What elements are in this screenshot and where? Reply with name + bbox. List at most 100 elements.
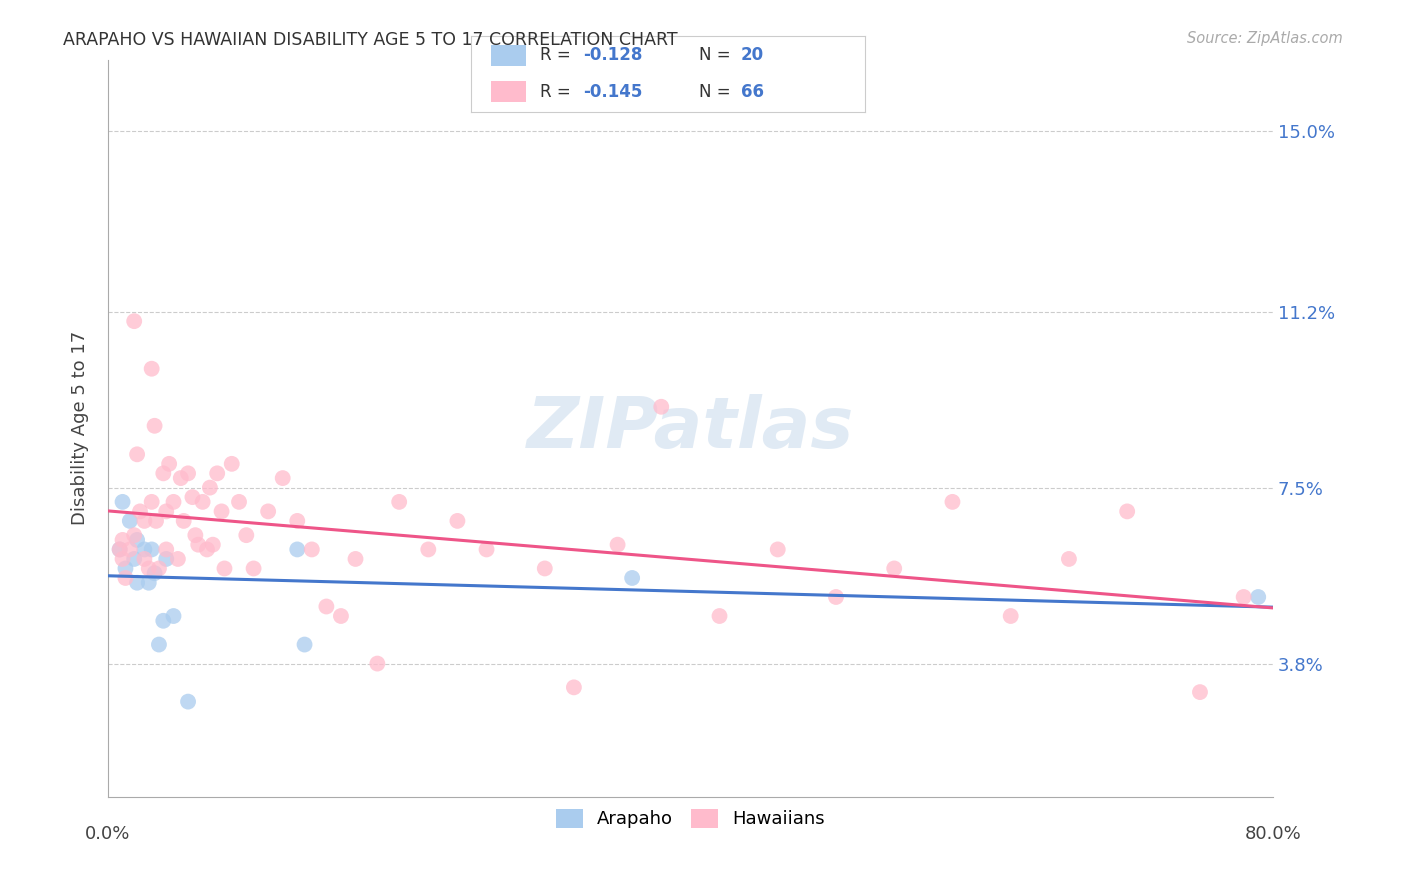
Point [173,514,195,528]
Point [167,552,190,566]
Point [1247,590,1270,604]
Text: Source: ZipAtlas.com: Source: ZipAtlas.com [1187,31,1343,46]
Point [141,542,163,557]
Text: R =: R = [540,83,576,101]
Point [181,490,204,504]
Point [271,471,294,485]
Point [155,542,177,557]
Point [152,467,174,481]
Point [1116,504,1139,518]
Point [114,571,136,585]
Text: 80.0%: 80.0% [1244,825,1301,843]
Point [198,481,221,495]
Text: 66: 66 [741,83,763,101]
Text: 0.0%: 0.0% [86,825,131,843]
Point [111,552,134,566]
Point [141,361,163,376]
Point [134,552,156,566]
Point [177,467,200,481]
Point [111,533,134,547]
Point [127,575,149,590]
Text: -0.145: -0.145 [583,83,643,101]
Point [606,538,628,552]
Point [155,504,177,518]
Text: ARAPAHO VS HAWAIIAN DISABILITY AGE 5 TO 17 CORRELATION CHART: ARAPAHO VS HAWAIIAN DISABILITY AGE 5 TO … [63,31,678,49]
Point [127,533,149,547]
Point [301,542,323,557]
Point [195,542,218,557]
Point [1000,609,1022,624]
Point [129,504,152,518]
Point [825,590,848,604]
Point [118,514,141,528]
Point [134,542,156,557]
Point [366,657,388,671]
Point [228,495,250,509]
Point [148,638,170,652]
Point [242,561,264,575]
Point [475,542,498,557]
Point [118,542,141,557]
Point [941,495,963,509]
Point [562,681,585,695]
Point [155,552,177,566]
Point [177,695,200,709]
Point [111,495,134,509]
Point [446,514,468,528]
Point [157,457,180,471]
Point [108,542,131,557]
Point [201,538,224,552]
Point [143,566,166,581]
Point [418,542,440,557]
Point [388,495,411,509]
Point [191,495,214,509]
FancyBboxPatch shape [491,45,526,66]
Text: -0.128: -0.128 [583,46,643,64]
Point [621,571,644,585]
Point [187,538,209,552]
Point [138,575,160,590]
Point [533,561,555,575]
Point [235,528,257,542]
Y-axis label: Disability Age 5 to 17: Disability Age 5 to 17 [72,331,89,525]
Point [1057,552,1080,566]
Text: 20: 20 [741,46,763,64]
Point [122,528,145,542]
Text: N =: N = [699,83,737,101]
Point [883,561,905,575]
FancyBboxPatch shape [491,81,526,103]
Point [211,504,233,518]
Point [162,609,184,624]
Point [122,552,145,566]
Point [148,561,170,575]
Point [285,514,308,528]
Point [257,504,280,518]
Point [184,528,207,542]
Point [143,418,166,433]
Point [329,609,352,624]
Point [162,495,184,509]
Point [170,471,193,485]
Point [141,495,163,509]
Text: R =: R = [540,46,576,64]
Point [152,614,174,628]
Point [122,314,145,328]
Point [766,542,789,557]
Point [205,467,228,481]
Point [221,457,243,471]
Point [1188,685,1211,699]
Point [214,561,236,575]
Point [1233,590,1256,604]
Text: ZIPatlas: ZIPatlas [527,393,853,463]
Point [285,542,308,557]
Point [108,542,131,557]
Point [344,552,367,566]
Point [650,400,672,414]
Point [127,447,149,461]
Point [138,561,160,575]
Text: N =: N = [699,46,737,64]
Point [315,599,337,614]
Point [114,561,136,575]
Point [709,609,731,624]
Legend: Arapaho, Hawaiians: Arapaho, Hawaiians [548,802,832,836]
